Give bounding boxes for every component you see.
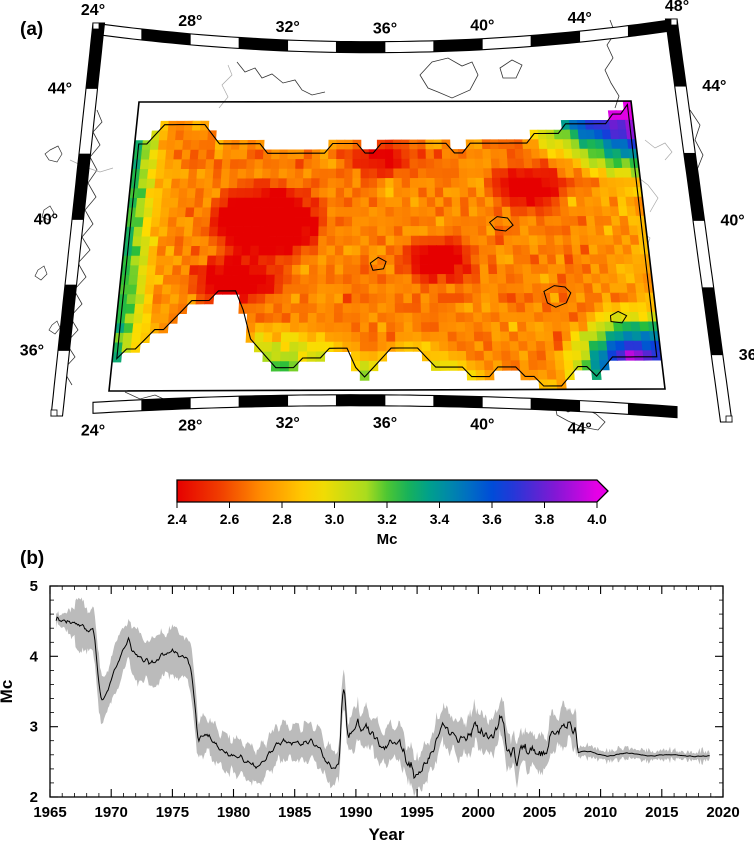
svg-text:1980: 1980 — [217, 804, 250, 821]
svg-text:48°: 48° — [665, 0, 689, 15]
svg-text:2: 2 — [30, 789, 38, 806]
svg-text:32°: 32° — [276, 415, 300, 432]
svg-text:1990: 1990 — [339, 804, 372, 821]
svg-text:2.6: 2.6 — [220, 511, 240, 527]
svg-text:1985: 1985 — [278, 804, 311, 821]
svg-text:28°: 28° — [178, 13, 202, 30]
svg-text:Year: Year — [369, 825, 405, 844]
svg-text:3.4: 3.4 — [430, 511, 450, 527]
svg-text:2.4: 2.4 — [167, 511, 187, 527]
svg-text:1995: 1995 — [400, 804, 433, 821]
svg-text:3.2: 3.2 — [377, 511, 397, 527]
svg-text:2010: 2010 — [584, 804, 617, 821]
svg-text:(a): (a) — [20, 19, 43, 40]
svg-text:36°: 36° — [373, 415, 397, 432]
svg-text:3.6: 3.6 — [482, 511, 502, 527]
svg-text:36°: 36° — [20, 343, 44, 360]
svg-text:44°: 44° — [48, 81, 72, 98]
svg-text:28°: 28° — [178, 418, 202, 435]
svg-text:1965: 1965 — [33, 804, 66, 821]
svg-text:44°: 44° — [568, 10, 592, 27]
svg-text:36°: 36° — [373, 21, 397, 38]
svg-text:24°: 24° — [81, 2, 105, 19]
svg-text:3.8: 3.8 — [535, 511, 555, 527]
svg-text:24°: 24° — [81, 422, 105, 439]
svg-text:2000: 2000 — [462, 804, 495, 821]
svg-text:1975: 1975 — [156, 804, 189, 821]
svg-text:3: 3 — [30, 719, 38, 736]
svg-text:2015: 2015 — [645, 804, 678, 821]
svg-text:32°: 32° — [276, 19, 300, 36]
svg-text:44°: 44° — [568, 421, 592, 438]
svg-text:Mc: Mc — [0, 680, 16, 704]
svg-text:44°: 44° — [702, 78, 726, 95]
svg-text:40°: 40° — [470, 18, 494, 35]
svg-text:4: 4 — [30, 648, 39, 665]
svg-text:40°: 40° — [721, 213, 745, 230]
svg-text:(b): (b) — [20, 548, 44, 569]
svg-text:2.8: 2.8 — [272, 511, 292, 527]
svg-text:40°: 40° — [34, 212, 58, 229]
svg-text:4.0: 4.0 — [587, 511, 607, 527]
svg-text:Mc: Mc — [377, 531, 398, 548]
svg-text:2020: 2020 — [706, 804, 739, 821]
svg-text:36°: 36° — [739, 347, 754, 364]
svg-text:1970: 1970 — [95, 804, 128, 821]
svg-text:40°: 40° — [470, 417, 494, 434]
svg-text:5: 5 — [30, 578, 38, 595]
svg-text:2005: 2005 — [523, 804, 556, 821]
svg-text:3.0: 3.0 — [325, 511, 345, 527]
